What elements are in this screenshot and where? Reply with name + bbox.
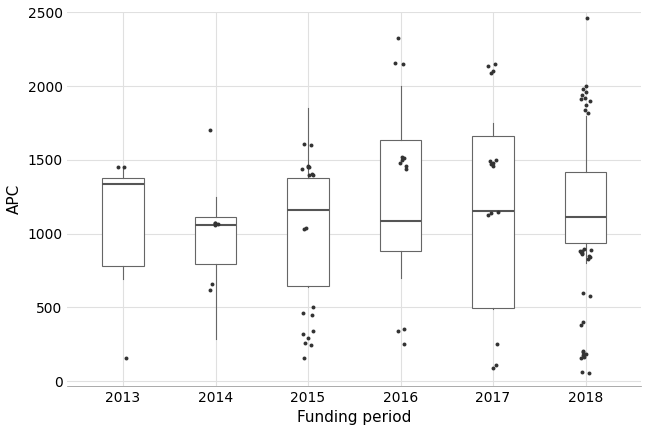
Point bbox=[299, 140, 310, 147]
Bar bbox=[194, 217, 237, 264]
Point bbox=[577, 319, 588, 326]
Point bbox=[581, 83, 591, 90]
Point bbox=[395, 159, 405, 166]
Point bbox=[578, 352, 588, 359]
Point bbox=[399, 341, 409, 348]
Point bbox=[303, 164, 314, 171]
Point bbox=[213, 221, 223, 228]
Point bbox=[301, 224, 311, 231]
Point bbox=[210, 221, 220, 228]
Point bbox=[210, 219, 220, 226]
Point bbox=[397, 156, 407, 163]
Point bbox=[307, 311, 318, 318]
Point bbox=[303, 334, 314, 341]
Point bbox=[121, 355, 131, 362]
Point bbox=[482, 211, 492, 218]
Point bbox=[491, 156, 502, 163]
Point bbox=[299, 355, 309, 362]
Point bbox=[578, 347, 588, 354]
Point bbox=[578, 86, 588, 92]
Point bbox=[583, 109, 594, 116]
Point bbox=[307, 171, 317, 178]
Point bbox=[489, 68, 499, 75]
Point bbox=[486, 70, 496, 76]
Point bbox=[489, 159, 499, 166]
Point bbox=[580, 95, 590, 102]
Point bbox=[486, 161, 496, 168]
Point bbox=[400, 162, 411, 169]
Point bbox=[119, 163, 130, 170]
Point bbox=[578, 289, 588, 296]
Point bbox=[577, 369, 587, 376]
Point bbox=[482, 62, 492, 69]
Point bbox=[308, 171, 318, 178]
Point bbox=[297, 165, 308, 172]
Bar bbox=[287, 178, 329, 286]
Point bbox=[488, 365, 498, 372]
Point bbox=[485, 158, 495, 165]
Point bbox=[578, 349, 588, 356]
Point bbox=[575, 248, 586, 255]
Point bbox=[308, 304, 318, 311]
Bar bbox=[472, 137, 514, 308]
Point bbox=[577, 251, 588, 258]
Point bbox=[390, 59, 400, 66]
Point bbox=[304, 172, 314, 179]
Point bbox=[399, 155, 409, 162]
Point bbox=[585, 292, 596, 299]
Point bbox=[393, 34, 404, 41]
Point bbox=[399, 325, 410, 332]
Point bbox=[579, 353, 589, 360]
Point bbox=[576, 92, 586, 98]
Point bbox=[113, 164, 123, 171]
Point bbox=[486, 210, 496, 216]
Point bbox=[490, 60, 500, 67]
Point bbox=[205, 286, 215, 293]
Point bbox=[207, 280, 217, 287]
Point bbox=[575, 355, 586, 362]
Point bbox=[299, 226, 309, 233]
Point bbox=[580, 106, 590, 113]
Point bbox=[209, 220, 220, 227]
Point bbox=[488, 162, 498, 169]
Point bbox=[491, 362, 502, 368]
Point bbox=[579, 246, 589, 253]
Point bbox=[577, 249, 587, 256]
Point bbox=[586, 247, 596, 254]
Point bbox=[576, 322, 586, 329]
Point bbox=[300, 340, 310, 346]
Point bbox=[303, 163, 314, 170]
Point bbox=[205, 127, 215, 134]
Point bbox=[575, 249, 586, 256]
Point bbox=[581, 89, 591, 95]
Point bbox=[400, 165, 411, 172]
Point bbox=[577, 247, 587, 254]
Point bbox=[308, 327, 318, 334]
Point bbox=[303, 162, 313, 169]
Y-axis label: APC: APC bbox=[7, 184, 22, 214]
Point bbox=[581, 102, 591, 109]
Point bbox=[585, 98, 596, 105]
Point bbox=[297, 310, 308, 317]
Point bbox=[297, 330, 308, 337]
Point bbox=[581, 350, 591, 357]
Bar bbox=[565, 172, 607, 242]
Bar bbox=[380, 140, 421, 251]
Point bbox=[393, 327, 403, 334]
Point bbox=[582, 15, 592, 22]
Point bbox=[576, 96, 586, 103]
Point bbox=[305, 342, 316, 349]
Point bbox=[584, 370, 595, 377]
Point bbox=[398, 60, 408, 67]
Point bbox=[583, 255, 593, 262]
Point bbox=[584, 254, 595, 261]
Point bbox=[492, 341, 502, 348]
Bar bbox=[102, 178, 144, 266]
Point bbox=[397, 153, 408, 160]
Point bbox=[493, 208, 503, 215]
Point bbox=[306, 142, 316, 149]
Point bbox=[584, 252, 594, 259]
X-axis label: Funding period: Funding period bbox=[297, 410, 411, 425]
